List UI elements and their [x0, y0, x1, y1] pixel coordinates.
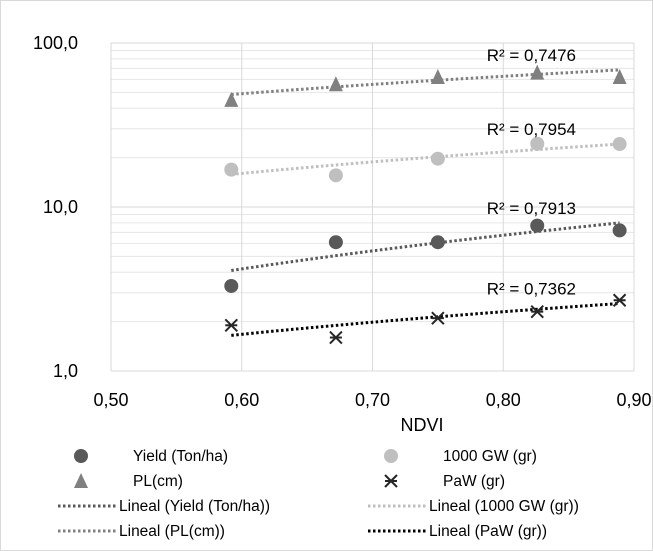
legend-entry: 1000 GW (gr): [384, 448, 537, 465]
trendline: [231, 142, 620, 176]
y-tick-label: 100,0: [33, 33, 78, 53]
data-point: [530, 218, 545, 233]
data-point: [224, 162, 239, 177]
data-point: [612, 223, 627, 238]
y-tick-label: 1,0: [53, 361, 78, 381]
data-point: [224, 91, 239, 107]
x-tick-label: 0,80: [486, 390, 521, 410]
data-point: [431, 311, 445, 325]
legend-marker: [384, 449, 398, 463]
trendline: [231, 221, 620, 272]
legend-label: Lineal (Yield (Ton/ha)): [119, 498, 270, 515]
x-axis-title: NDVI: [400, 415, 443, 435]
data-point: [328, 76, 343, 92]
legend-entry: Lineal (PaW (gr)): [368, 523, 547, 540]
data-point: [430, 235, 445, 250]
data-point: [530, 136, 545, 151]
r2-labels: R² = 0,7913 R² = 0,7954 R² = 0,7476 R² = 0,…: [487, 46, 576, 299]
x-tick-label: 0,50: [93, 390, 128, 410]
data-point: [530, 64, 545, 80]
x-tick-label: 0,60: [224, 390, 259, 410]
legend-entry: Lineal (1000 GW (gr)): [368, 498, 579, 515]
legend-marker: [384, 474, 398, 488]
tick-labels: 0,50 0,60 0,70 0,80 0,90 1,0 10,0 100,0: [33, 33, 652, 410]
data-point: [328, 235, 343, 250]
data-point: [612, 137, 627, 152]
data-point: [430, 151, 445, 166]
r2-label: R² = 0,7913: [487, 199, 576, 218]
legend-label: 1000 GW (gr): [443, 448, 537, 465]
data-points: [224, 64, 627, 345]
legend-label: Lineal (PaW (gr)): [429, 523, 547, 540]
data-point: [430, 69, 445, 85]
data-point: [612, 293, 627, 307]
r2-label: R² = 0,7954: [487, 120, 576, 139]
data-point: [328, 168, 343, 183]
data-point: [612, 69, 627, 85]
legend-label: PL(cm): [133, 473, 183, 490]
y-tick-label: 10,0: [43, 197, 78, 217]
x-tick-label: 0,90: [616, 390, 651, 410]
legend: Yield (Ton/ha) 1000 GW (gr) PL(cm) PaW (gr)…: [58, 448, 579, 540]
trendline: [231, 301, 620, 337]
trendlines: [231, 68, 620, 337]
data-point: [224, 318, 238, 332]
data-point: [224, 278, 239, 293]
legend-label: PaW (gr): [443, 473, 505, 490]
legend-entry: PaW (gr): [384, 473, 505, 490]
legend-entry: Lineal (Yield (Ton/ha)): [58, 498, 270, 515]
r2-label: R² = 0,7476: [487, 46, 576, 65]
legend-label: Lineal (1000 GW (gr)): [429, 498, 579, 515]
legend-entry: PL(cm): [74, 473, 183, 490]
r2-label: R² = 0,7362: [487, 279, 576, 298]
legend-label: Yield (Ton/ha): [133, 448, 228, 465]
data-point: [530, 304, 544, 319]
legend-marker: [74, 449, 88, 463]
data-point: [329, 330, 343, 345]
x-tick-label: 0,70: [355, 390, 390, 410]
legend-entry: Lineal (PL(cm)): [58, 523, 225, 540]
legend-label: Lineal (PL(cm)): [119, 523, 225, 540]
grid: [110, 42, 635, 372]
legend-marker: [74, 473, 88, 488]
legend-entry: Yield (Ton/ha): [74, 448, 228, 465]
